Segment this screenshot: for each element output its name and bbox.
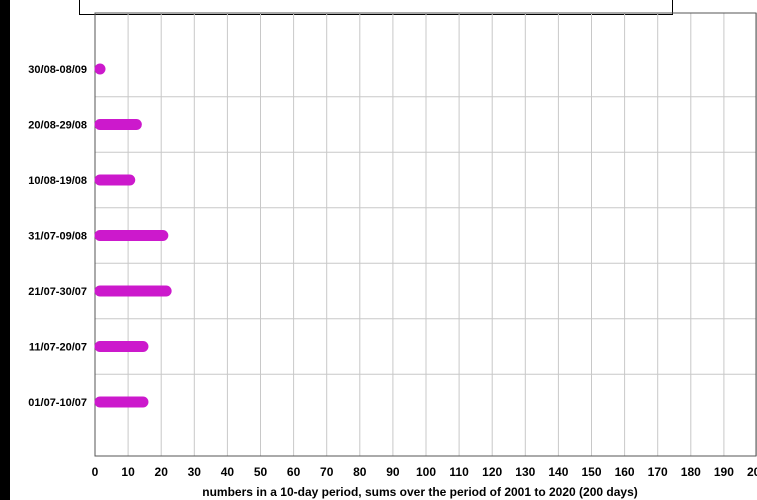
x-tick-label: 120 xyxy=(482,465,502,479)
x-tick-label: 130 xyxy=(515,465,535,479)
x-axis-label: numbers in a 10-day period, sums over th… xyxy=(202,485,638,499)
x-tick-label: 80 xyxy=(353,465,367,479)
category-labels: 30/08-08/09 20/08-29/08 10/08-19/08 31/07-0… xyxy=(28,64,87,409)
x-tick-label: 0 xyxy=(92,465,99,479)
x-tick-label: 60 xyxy=(287,465,301,479)
category-label: 31/07-09/08 xyxy=(28,231,87,243)
x-tick-label: 200 xyxy=(747,465,757,479)
category-label: 30/08-08/09 xyxy=(28,64,87,76)
x-tick-label: 70 xyxy=(320,465,334,479)
x-tick-label: 180 xyxy=(681,465,701,479)
x-tick-label: 190 xyxy=(714,465,734,479)
category-label: 11/07-20/07 xyxy=(29,342,87,354)
x-tick-label: 30 xyxy=(188,465,202,479)
x-tick-labels: 0 10 20 30 40 50 60 70 80 90 100 110 120 130 140 150 160… xyxy=(92,465,757,479)
x-tick-label: 150 xyxy=(581,465,601,479)
x-tick-label: 10 xyxy=(121,465,135,479)
x-tick-label: 40 xyxy=(221,465,235,479)
x-tick-label: 20 xyxy=(155,465,169,479)
title-box xyxy=(79,0,673,15)
category-label: 10/08-19/08 xyxy=(28,175,87,187)
x-tick-label: 100 xyxy=(416,465,436,479)
x-tick-label: 160 xyxy=(615,465,635,479)
category-label: 01/07-10/07 xyxy=(28,397,87,409)
grid xyxy=(94,13,757,456)
x-tick-label: 90 xyxy=(386,465,400,479)
x-tick-label: 50 xyxy=(254,465,268,479)
x-tick-label: 110 xyxy=(449,465,469,479)
bars xyxy=(94,63,172,408)
category-label: 21/07-30/07 xyxy=(28,286,87,298)
left-edge-bar xyxy=(0,0,10,500)
x-tick-label: 170 xyxy=(648,465,668,479)
x-tick-label: 140 xyxy=(548,465,568,479)
category-label: 20/08-29/08 xyxy=(28,120,87,132)
